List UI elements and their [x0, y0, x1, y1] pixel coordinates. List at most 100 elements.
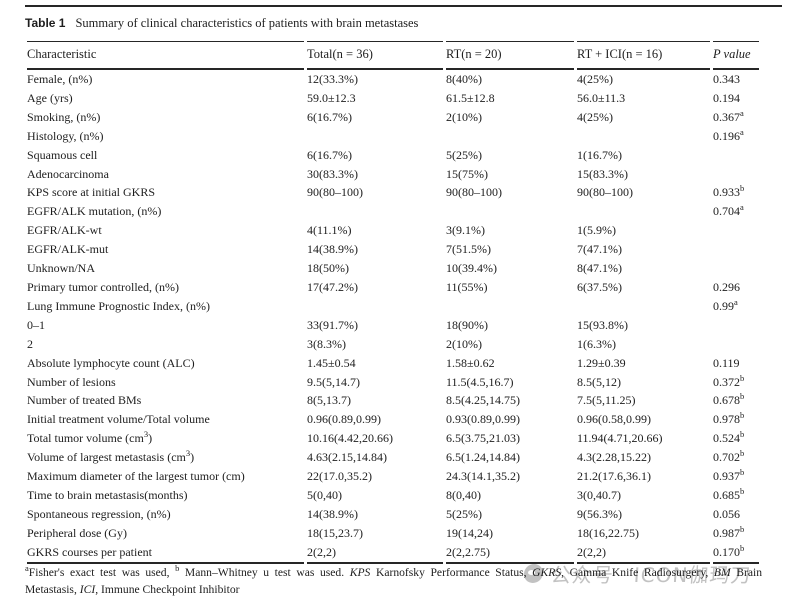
table-cell: GKRS courses per patient — [27, 543, 304, 564]
table-cell: 5(25%) — [446, 506, 482, 521]
table-cell: Volume of largest metastasis (cm3) — [27, 448, 195, 465]
table-cell: 0.93(0.89,0.99) — [446, 412, 520, 427]
table-cell: 61.5±12.8 — [446, 90, 495, 105]
table-cell — [713, 165, 759, 184]
table-row: Number of treated BMs 8(5,13.7) 8.5(4.25,1… — [27, 391, 759, 410]
table-cell — [577, 127, 710, 146]
table-cell: Adenocarcinoma — [27, 166, 109, 181]
table-cell — [577, 297, 710, 316]
table-body: Female, (n%) 12(33.3%) 8(40%) 4(25%) 0.343 Ag… — [27, 70, 759, 564]
watermark-brand-text: ICON伽玛刀 — [633, 562, 753, 587]
table-cell — [446, 297, 574, 316]
table-cell: EGFR/ALK-wt — [27, 223, 102, 238]
table-cell: 8(40%) — [446, 72, 482, 86]
table-cell: 12(33.3%) — [307, 72, 358, 86]
table-cell: 8(5,13.7) — [307, 393, 351, 408]
table-cell: 8.5(4.25,14.75) — [446, 393, 520, 408]
table-row: EGFR/ALK mutation, (n%) 0.704a — [27, 202, 759, 221]
table-cell: 10(39.4%) — [446, 261, 497, 276]
table-cell: 0.194 — [713, 90, 740, 105]
table-row: EGFR/ALK-wt 4(11.1%) 3(9.1%) 1(5.9%) — [27, 221, 759, 240]
column-header: RT(n = 20) — [446, 41, 574, 70]
table-cell: Time to brain metastasis(months) — [27, 487, 188, 502]
table-cell: 14(38.9%) — [307, 506, 358, 521]
table-cell: 0.96(0.58,0.99) — [577, 412, 651, 427]
column-header: RT + ICI(n = 16) — [577, 41, 710, 70]
table-cell: Maximum diameter of the largest tumor (c… — [27, 469, 245, 484]
table-cell: Absolute lymphocyte count (ALC) — [27, 355, 195, 370]
table-cell: 0.296 — [713, 279, 740, 294]
table-cell: 9.5(5,14.7) — [307, 374, 360, 389]
table-cell — [307, 297, 443, 316]
table-row: Unknown/NA 18(50%) 10(39.4%) 8(47.1%) — [27, 259, 759, 278]
table-row: Age (yrs) 59.0±12.3 61.5±12.8 56.0±11.3 0.19… — [27, 89, 759, 108]
table-cell — [713, 221, 759, 240]
table-cell: 0.933b — [713, 183, 745, 200]
table-row: Adenocarcinoma 30(83.3%) 15(75%) 15(83.3%) — [27, 165, 759, 184]
table-cell: 18(16,22.75) — [577, 525, 639, 540]
table-cell: 15(93.8%) — [577, 317, 628, 332]
table-cell: 0.987b — [713, 523, 745, 540]
table-cell: 10.16(4.42,20.66) — [307, 431, 393, 446]
table-row: 0–1 33(91.7%) 18(90%) 15(93.8%) — [27, 316, 759, 335]
table-cell: 19(14,24) — [446, 525, 493, 540]
table-cell: Lung Immune Prognostic Index, (n%) — [27, 298, 210, 313]
table-cell: 6.5(1.24,14.84) — [446, 450, 520, 465]
table-row: Histology, (n%) 0.196a — [27, 127, 759, 146]
table-cell: 22(17.0,35.2) — [307, 469, 372, 484]
table-cell: 0.978b — [713, 410, 745, 427]
table-row: Absolute lymphocyte count (ALC) 1.45±0.54… — [27, 354, 759, 373]
table-cell: 2 — [27, 336, 33, 351]
table-cell: Unknown/NA — [27, 261, 95, 276]
table-cell: Total tumor volume (cm3) — [27, 429, 153, 446]
table-cell — [713, 316, 759, 335]
table-cell: 1(5.9%) — [577, 223, 616, 238]
table-cell: 5(0,40) — [307, 487, 342, 502]
column-header: Characteristic — [27, 41, 304, 70]
table-cell: 14(38.9%) — [307, 242, 358, 257]
table-cell: Histology, (n%) — [27, 128, 104, 143]
table-cell: 2(10%) — [446, 109, 482, 124]
table-cell — [307, 127, 443, 146]
table-row: Volume of largest metastasis (cm3) 4.63(2… — [27, 448, 759, 467]
table-cell: 6(37.5%) — [577, 279, 622, 294]
table-row: Initial treatment volume/Total volume 0.9… — [27, 410, 759, 429]
table-cell — [713, 240, 759, 259]
table-cell: 6(16.7%) — [307, 147, 352, 162]
table-cell: 4(25%) — [577, 109, 613, 124]
table-cell: 24.3(14.1,35.2) — [446, 469, 520, 484]
table-cell: 18(90%) — [446, 317, 488, 332]
table-cell: 59.0±12.3 — [307, 90, 356, 105]
table-cell: 0.372b — [713, 372, 745, 389]
table-cell: KPS score at initial GKRS — [27, 185, 155, 200]
table-row: Female, (n%) 12(33.3%) 8(40%) 4(25%) 0.343 — [27, 70, 759, 89]
table-cell: 0.196a — [713, 126, 744, 143]
table-cell: Spontaneous regression, (n%) — [27, 506, 171, 521]
table-footnote: aFisher's exact test was used, b Mann–Wh… — [25, 563, 762, 597]
table-cell: 0.678b — [713, 391, 745, 408]
table-cell: 1(16.7%) — [577, 147, 622, 162]
table-cell: 0–1 — [27, 317, 45, 332]
table-cell: 7.5(5,11.25) — [577, 393, 636, 408]
table-cell: Female, (n%) — [27, 72, 93, 86]
table-cell: 0.056 — [713, 506, 740, 521]
table-cell — [307, 202, 443, 221]
page-top-rule — [25, 5, 782, 7]
table-cell: 3(8.3%) — [307, 336, 346, 351]
table-cell: Primary tumor controlled, (n%) — [27, 279, 179, 294]
table-cell: 4.63(2.15,14.84) — [307, 450, 387, 465]
table-cell: 15(83.3%) — [577, 166, 628, 181]
watermark: 公众号 ICON伽玛刀 — [523, 560, 753, 587]
table-cell: 33(91.7%) — [307, 317, 358, 332]
table-row: Primary tumor controlled, (n%) 17(47.2%) 1… — [27, 278, 759, 297]
table-cell: 90(80–100) — [446, 185, 502, 200]
table-row: GKRS courses per patient 2(2,2) 2(2,2.75) 2… — [27, 543, 759, 564]
table-cell — [446, 127, 574, 146]
table-cell: EGFR/ALK-mut — [27, 242, 109, 257]
table-cell — [577, 202, 710, 221]
table-caption: Table 1 Summary of clinical characteristi… — [25, 16, 418, 31]
table-cell: 1.29±0.39 — [577, 355, 626, 370]
table-cell — [446, 202, 574, 221]
table-cell: Initial treatment volume/Total volume — [27, 412, 210, 427]
table-cell: 8(0,40) — [446, 487, 481, 502]
